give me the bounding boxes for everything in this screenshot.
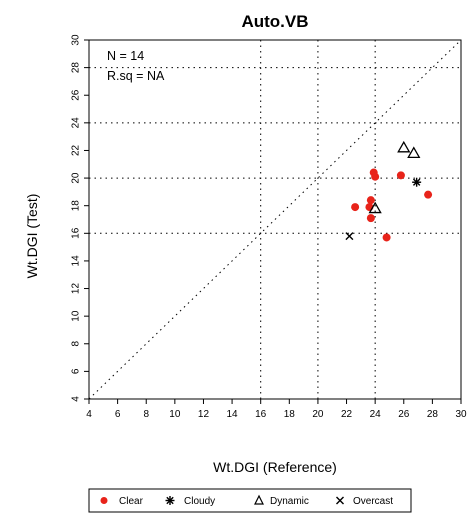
point-clear — [383, 233, 391, 241]
y-tick-label: 16 — [71, 227, 82, 239]
x-tick-label: 20 — [312, 409, 324, 420]
point-cloudy — [412, 178, 421, 187]
x-tick-label: 18 — [284, 409, 296, 420]
legend-marker-clear — [101, 497, 108, 504]
x-tick-label: 6 — [115, 409, 121, 420]
point-dynamic — [408, 148, 419, 158]
x-tick-label: 4 — [86, 409, 92, 420]
point-clear — [367, 196, 375, 204]
legend-label-overcast: Overcast — [353, 496, 393, 507]
y-tick-label: 12 — [71, 283, 82, 295]
x-tick-label: 16 — [255, 409, 267, 420]
x-tick-label: 14 — [227, 409, 239, 420]
legend-label-cloudy: Cloudy — [184, 496, 215, 507]
y-tick-label: 26 — [71, 89, 82, 101]
y-tick-label: 10 — [71, 310, 82, 322]
x-tick-label: 28 — [427, 409, 439, 420]
point-clear — [351, 203, 359, 211]
y-axis-label: Wt.DGI (Test) — [24, 194, 40, 279]
reference-lines — [89, 40, 461, 399]
y-tick-label: 4 — [71, 396, 82, 402]
legend-asterisk — [166, 496, 175, 505]
y-tick-label: 22 — [71, 144, 82, 156]
y-tick-label: 8 — [71, 341, 82, 347]
axes: 4 6 8 10 12 14 16 18 20 22 24 26 28 30 4 6 8 10 12 14 16 18 20… — [71, 34, 467, 420]
x-tick-label: 10 — [169, 409, 181, 420]
x-tick-label: 8 — [143, 409, 149, 420]
x-tick-label: 12 — [198, 409, 210, 420]
legend: Clear Cloudy Dynamic Overcast — [89, 489, 411, 512]
legend-label-clear: Clear — [119, 496, 144, 507]
y-tick-label: 18 — [71, 200, 82, 212]
chart-title: Auto.VB — [241, 12, 308, 31]
data-points — [346, 142, 432, 241]
x-axis-label: Wt.DGI (Reference) — [213, 459, 337, 475]
legend-label-dynamic: Dynamic — [270, 496, 309, 507]
point-clear — [371, 173, 379, 181]
x-tick-label: 24 — [370, 409, 382, 420]
y-tick-label: 28 — [71, 62, 82, 74]
point-clear — [424, 191, 432, 199]
x-tick-label: 22 — [341, 409, 353, 420]
legend-marker-cloudy — [166, 496, 175, 505]
diagonal-line — [89, 40, 461, 399]
point-overcast — [346, 233, 353, 240]
y-tick-label: 24 — [71, 117, 82, 129]
x-tick-label: 26 — [398, 409, 410, 420]
y-tick-label: 6 — [71, 368, 82, 374]
point-dynamic — [398, 142, 409, 152]
y-tick-label: 30 — [71, 34, 82, 46]
x-tick-label: 30 — [455, 409, 467, 420]
point-clear — [397, 171, 405, 179]
point-clear — [367, 214, 375, 222]
annotation-rsq: R.sq = NA — [107, 69, 165, 83]
annotation-n: N = 14 — [107, 49, 144, 63]
y-tick-label: 20 — [71, 172, 82, 184]
y-tick-label: 14 — [71, 255, 82, 267]
